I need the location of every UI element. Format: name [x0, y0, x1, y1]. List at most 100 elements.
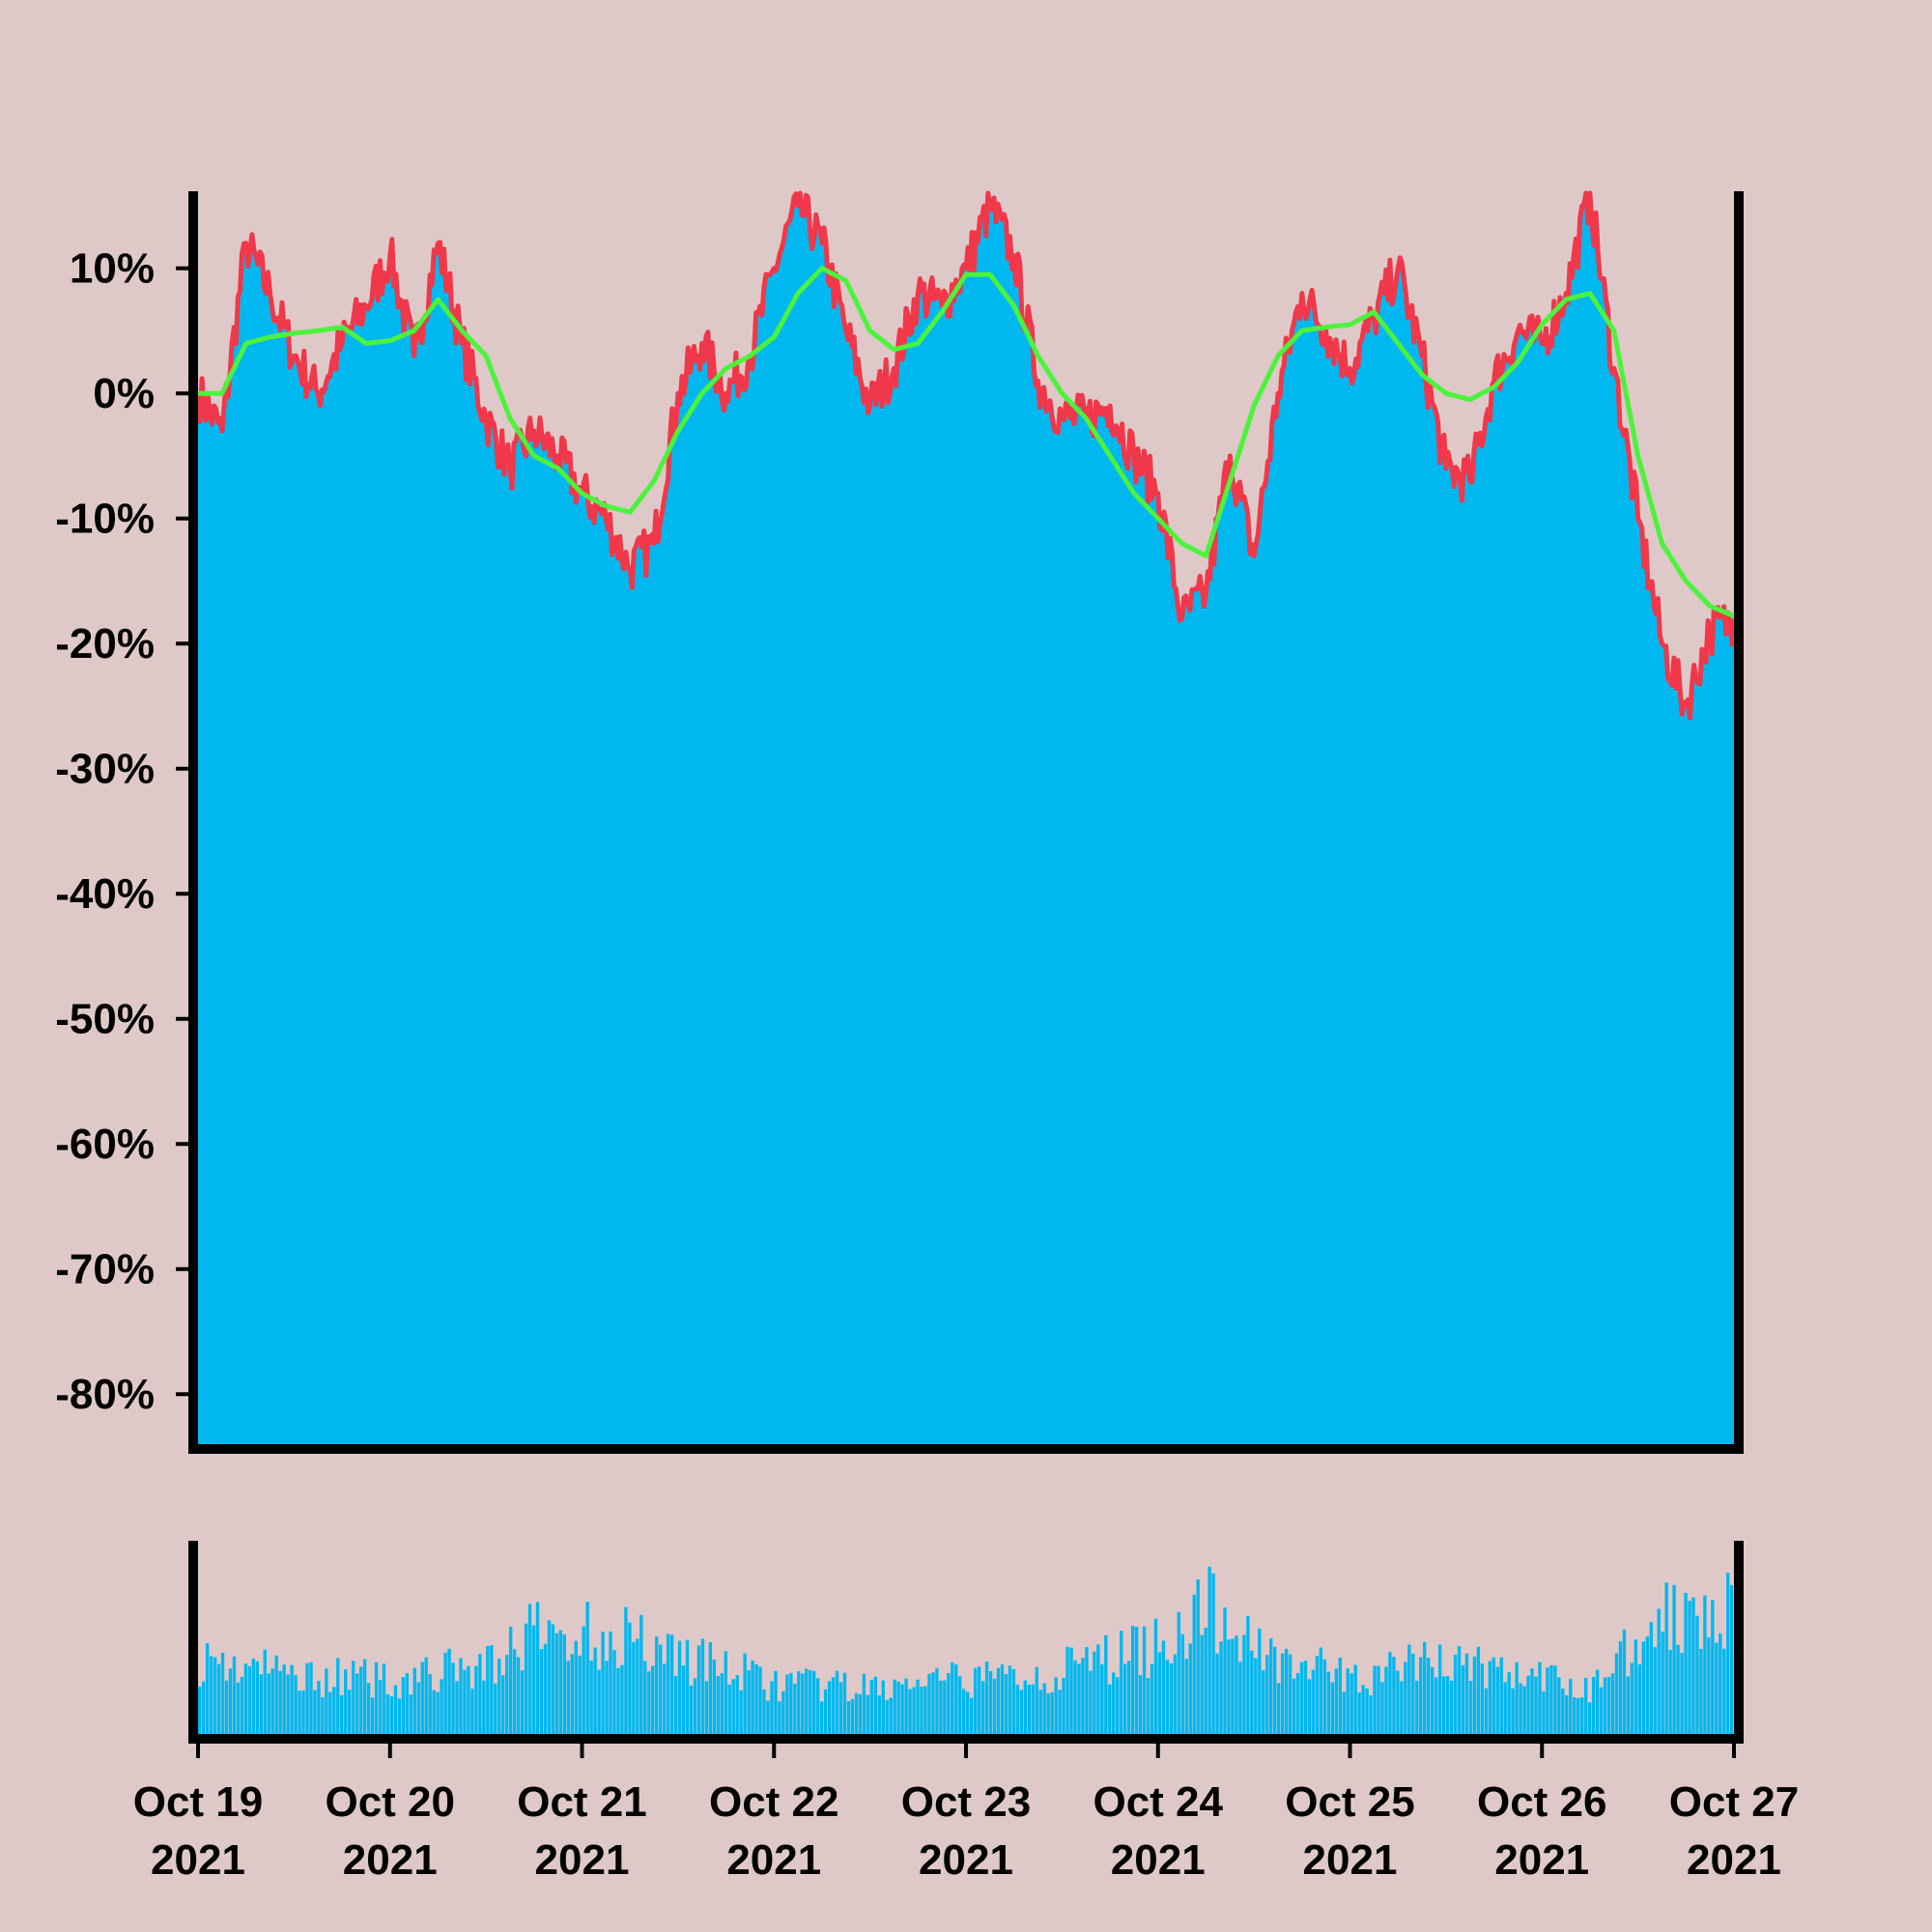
- volume-bar: [1265, 1655, 1269, 1734]
- volume-bar: [1434, 1677, 1438, 1734]
- volume-bar: [1676, 1644, 1680, 1734]
- volume-bar: [535, 1602, 540, 1734]
- volume-bar: [1142, 1626, 1147, 1734]
- volume-bar: [1530, 1668, 1534, 1734]
- volume-bar: [1542, 1691, 1546, 1734]
- volume-bar: [317, 1681, 321, 1734]
- volume-bar: [1369, 1695, 1373, 1734]
- moving-average-line: [198, 266, 1735, 619]
- volume-bar: [1180, 1634, 1184, 1734]
- volume-bar: [1400, 1681, 1404, 1734]
- volume-bar: [1027, 1684, 1031, 1734]
- volume-bar: [923, 1686, 927, 1734]
- volume-bar: [440, 1679, 443, 1734]
- main-axis-frame: [188, 191, 1744, 1454]
- volume-bar: [1062, 1678, 1065, 1734]
- volume-bar: [1262, 1670, 1265, 1734]
- volume-bar: [920, 1687, 923, 1734]
- volume-bar: [1488, 1661, 1492, 1734]
- volume-bar: [1388, 1652, 1392, 1734]
- volume-bar: [781, 1690, 785, 1734]
- volume-bar: [609, 1631, 612, 1734]
- price-area: [198, 193, 1734, 1444]
- volume-bar: [996, 1667, 1001, 1734]
- volume-bar: [1280, 1653, 1285, 1734]
- volume-bar: [1204, 1628, 1208, 1734]
- volume-bar: [1134, 1627, 1139, 1734]
- y-tick-label: -40%: [55, 870, 155, 918]
- volume-bar: [574, 1640, 578, 1734]
- volume-bar: [1546, 1667, 1549, 1734]
- volume-bar: [1165, 1660, 1170, 1734]
- volume-bar: [1292, 1678, 1296, 1734]
- volume-bar: [1116, 1677, 1120, 1734]
- volume-bar: [1711, 1600, 1715, 1734]
- volume-bar: [298, 1690, 301, 1734]
- volume-bar: [1511, 1688, 1515, 1734]
- volume-bar: [348, 1690, 352, 1734]
- volume-bar: [977, 1666, 981, 1734]
- volume-bar: [1350, 1673, 1353, 1734]
- volume-bar: [1549, 1664, 1553, 1734]
- volume-bar: [1538, 1662, 1542, 1734]
- volume-bar: [1108, 1684, 1112, 1734]
- volume-bar: [1583, 1678, 1588, 1734]
- volume-bar: [251, 1659, 256, 1734]
- volume-bar: [443, 1652, 447, 1734]
- volume-bar: [1120, 1631, 1123, 1734]
- volume-bar: [1295, 1672, 1300, 1734]
- volume-bar: [482, 1680, 486, 1734]
- volume-bar: [1342, 1691, 1346, 1734]
- volume-bar: [424, 1657, 428, 1734]
- volume-bar: [966, 1691, 970, 1734]
- volume-bar: [1664, 1582, 1668, 1734]
- volume-bar: [531, 1625, 536, 1734]
- volume-bar: [1461, 1664, 1465, 1734]
- volume-bar: [1649, 1622, 1653, 1734]
- volume-bar: [1269, 1638, 1273, 1734]
- volume-bar: [1177, 1611, 1181, 1734]
- volume-bar: [1519, 1683, 1522, 1734]
- volume-bar: [205, 1643, 210, 1734]
- volume-bar: [1591, 1677, 1596, 1734]
- volume-bar: [693, 1678, 697, 1734]
- x-tick-label-date: Oct 22: [709, 1778, 839, 1826]
- volume-bar: [1250, 1650, 1254, 1734]
- volume-bar: [490, 1645, 494, 1734]
- volume-bar: [1614, 1653, 1619, 1734]
- volume-bar: [378, 1680, 383, 1734]
- volume-bar: [328, 1691, 332, 1734]
- volume-bar: [1023, 1680, 1028, 1734]
- volume-bar: [1042, 1683, 1046, 1734]
- volume-bar: [700, 1638, 705, 1734]
- volume-bar: [862, 1673, 867, 1734]
- volume-bar: [1054, 1677, 1058, 1734]
- volume-bar: [1334, 1668, 1338, 1734]
- volume-bar: [1035, 1666, 1038, 1734]
- volume-bar: [494, 1683, 497, 1734]
- volume-bar: [447, 1648, 451, 1734]
- volume-bar: [263, 1649, 267, 1734]
- volume-bar: [1365, 1688, 1369, 1734]
- volume-bar: [505, 1655, 509, 1734]
- volume-bar: [1065, 1646, 1069, 1734]
- volume-bar: [428, 1674, 432, 1734]
- volume-bar: [1299, 1662, 1304, 1734]
- volume-bar: [336, 1658, 340, 1734]
- volume-bar: [992, 1678, 997, 1734]
- volume-bar: [1122, 1663, 1127, 1734]
- volume-bar: [551, 1624, 555, 1734]
- x-tick-label-year: 2021: [726, 1836, 821, 1884]
- volume-bar: [286, 1674, 290, 1734]
- volume-bar: [524, 1623, 528, 1734]
- volume-bar: [762, 1689, 766, 1734]
- x-axis-ticks: Oct 19 2021 Oct 20 2021 Oct 21 2021 Oct 22 2021…: [133, 1739, 1799, 1884]
- volume-bar: [255, 1662, 260, 1734]
- volume-bar: [1153, 1618, 1158, 1734]
- volume-bar: [216, 1663, 221, 1734]
- volume-bar: [1719, 1633, 1722, 1734]
- volume-bar: [754, 1663, 758, 1734]
- volume-bar: [1004, 1674, 1009, 1734]
- volume-bar: [1000, 1664, 1005, 1734]
- volume-bar: [593, 1647, 597, 1734]
